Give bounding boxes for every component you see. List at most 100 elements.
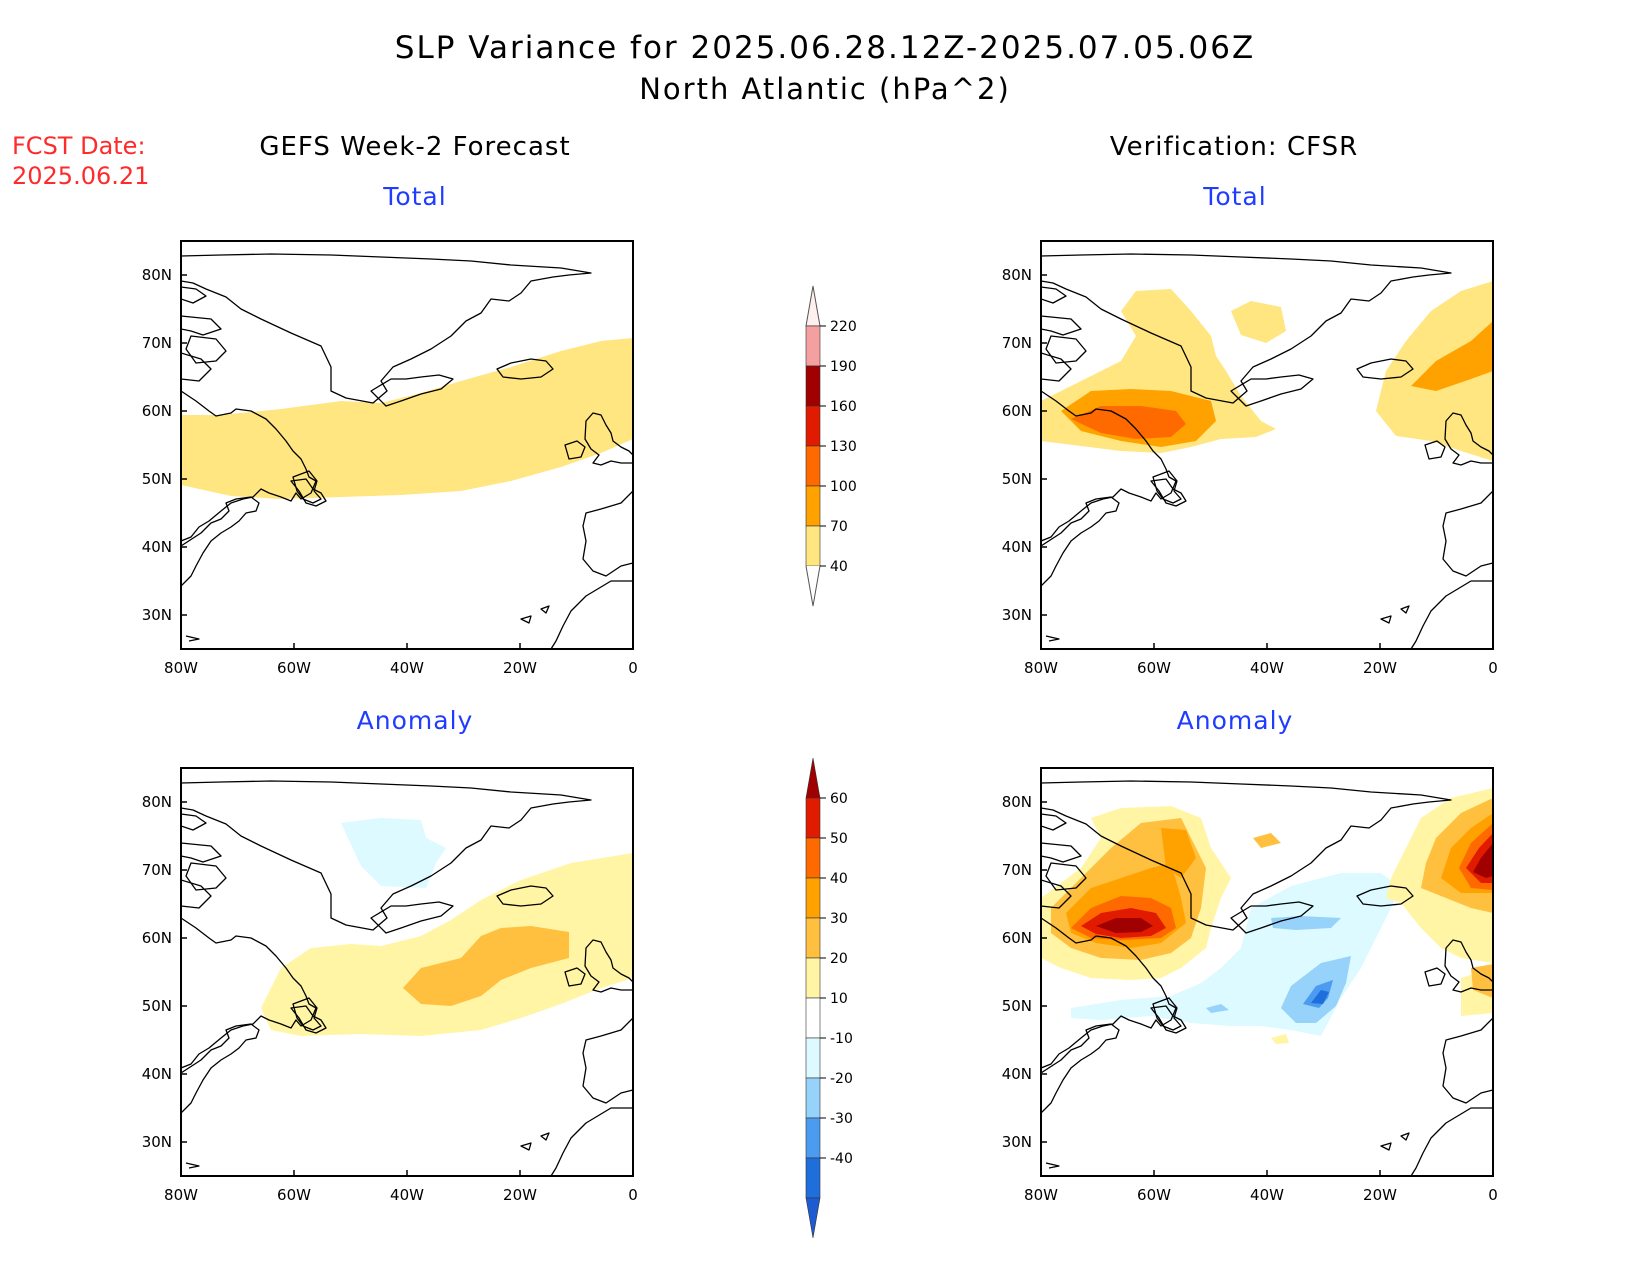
lon-label: 0	[1488, 1186, 1498, 1204]
contour-100-130	[1071, 406, 1186, 439]
lon-label: 60W	[277, 1186, 311, 1204]
verification-total-title: Total	[1203, 182, 1267, 211]
fcst-date-label: FCST Date:	[12, 132, 146, 160]
lat-label: 70N	[142, 861, 172, 879]
lon-label: 20W	[1363, 1186, 1397, 1204]
contour-20-30	[403, 926, 569, 1006]
lat-label: 30N	[1002, 1133, 1032, 1151]
forecast-anomaly-title: Anomaly	[356, 706, 474, 735]
contour-20-30	[1253, 833, 1281, 848]
colorbar-box	[805, 445, 821, 487]
colorbar-box	[805, 405, 821, 447]
forecast-total-map	[180, 240, 634, 650]
lat-label: 50N	[1002, 997, 1032, 1015]
colorbar-label: -40	[830, 1151, 853, 1167]
lon-label: 60W	[1137, 1186, 1171, 1204]
lon-label: 0	[628, 659, 638, 677]
contour-neg-20-30	[1206, 1004, 1229, 1013]
lon-label: 40W	[390, 1186, 424, 1204]
colorbar-label: 130	[830, 439, 857, 455]
colorbar-box	[805, 997, 821, 1039]
colorbar-box	[805, 917, 821, 959]
lat-label: 60N	[142, 929, 172, 947]
lon-label: 0	[1488, 659, 1498, 677]
lat-label: 40N	[1002, 538, 1032, 556]
lon-label: 0	[628, 1186, 638, 1204]
colorbar-label: -10	[830, 1031, 853, 1047]
lat-label: 40N	[142, 1065, 172, 1083]
colorbar-label: 160	[830, 399, 857, 415]
lat-label: 70N	[1002, 861, 1032, 879]
lat-label: 70N	[1002, 334, 1032, 352]
colorbar-box	[805, 325, 821, 367]
forecast-total-title: Total	[383, 182, 447, 211]
lat-label: 60N	[1002, 402, 1032, 420]
colorbar-bottom-triangle	[805, 565, 821, 607]
verification-anomaly-map	[1040, 767, 1494, 1177]
colorbar-label: 70	[830, 519, 848, 535]
colorbar-label: 50	[830, 831, 848, 847]
lon-label: 20W	[503, 659, 537, 677]
contour-neg-20-30	[1271, 916, 1341, 930]
contour-neg-40	[1311, 990, 1329, 1004]
colorbar-box	[805, 837, 821, 879]
lat-label: 30N	[142, 1133, 172, 1151]
lat-label: 80N	[142, 793, 172, 811]
contour-40-70	[1231, 301, 1286, 343]
total-colorbar: 220 190 160 130 100 70 40	[805, 285, 857, 607]
colorbar-top-triangle	[805, 285, 821, 327]
colorbar-bottom-triangle	[805, 1197, 821, 1239]
lon-label: 60W	[277, 659, 311, 677]
contour-10-20	[261, 853, 633, 1036]
contour-40-70	[181, 338, 633, 499]
colorbar-label: 20	[830, 951, 848, 967]
colorbar-label: 30	[830, 911, 848, 927]
colorbar-box	[805, 877, 821, 919]
colorbar-label: 220	[830, 319, 857, 335]
lon-label: 40W	[1250, 659, 1284, 677]
contour-30-40	[1161, 828, 1196, 878]
lat-label: 60N	[142, 402, 172, 420]
lat-label: 30N	[1002, 606, 1032, 624]
main-title: SLP Variance for 2025.06.28.12Z-2025.07.…	[394, 30, 1256, 66]
contour-gt-60	[1473, 843, 1493, 878]
anomaly-colorbar: 60 50 40 30 20 10 -10 -20 -30 -40	[805, 757, 853, 1239]
forecast-anomaly-map	[180, 767, 634, 1177]
verification-total-map	[1040, 240, 1494, 650]
lon-label: 80W	[164, 659, 198, 677]
lat-label: 80N	[1002, 266, 1032, 284]
lat-label: 50N	[1002, 470, 1032, 488]
colorbar-label: 190	[830, 359, 857, 375]
forecast-column-title: GEFS Week-2 Forecast	[259, 132, 571, 162]
colorbar-box	[805, 1037, 821, 1079]
lat-label: 80N	[142, 266, 172, 284]
main-subtitle: North Atlantic (hPa^2)	[639, 72, 1011, 106]
colorbar-label: 60	[830, 791, 848, 807]
lon-label: 20W	[1363, 659, 1397, 677]
contour-10-20	[1271, 1034, 1289, 1044]
fcst-date-value: 2025.06.21	[12, 162, 150, 190]
lat-label: 30N	[142, 606, 172, 624]
colorbar-label: -30	[830, 1111, 853, 1127]
contour-gt-60	[1096, 918, 1153, 933]
contour-70-100	[1411, 321, 1493, 391]
colorbar-box	[805, 797, 821, 839]
lon-label: 40W	[1250, 1186, 1284, 1204]
colorbar-box	[805, 365, 821, 407]
axis-labels: 80N 70N 60N 50N 40N 30N 80W 60W 40W 20W 0 80N 70N 60N…	[142, 266, 1498, 1204]
lat-label: 40N	[1002, 1065, 1032, 1083]
colorbar-box	[805, 1157, 821, 1199]
colorbar-top-triangle	[805, 757, 821, 799]
lat-label: 80N	[1002, 793, 1032, 811]
colorbar-box	[805, 485, 821, 527]
colorbar-label: 100	[830, 479, 857, 495]
lon-label: 20W	[503, 1186, 537, 1204]
lat-label: 70N	[142, 334, 172, 352]
colorbar-label: -20	[830, 1071, 853, 1087]
colorbar-label: 40	[830, 871, 848, 887]
lon-label: 80W	[164, 1186, 198, 1204]
lat-label: 60N	[1002, 929, 1032, 947]
colorbar-box	[805, 1077, 821, 1119]
lat-label: 50N	[142, 997, 172, 1015]
colorbar-label: 10	[830, 991, 848, 1007]
